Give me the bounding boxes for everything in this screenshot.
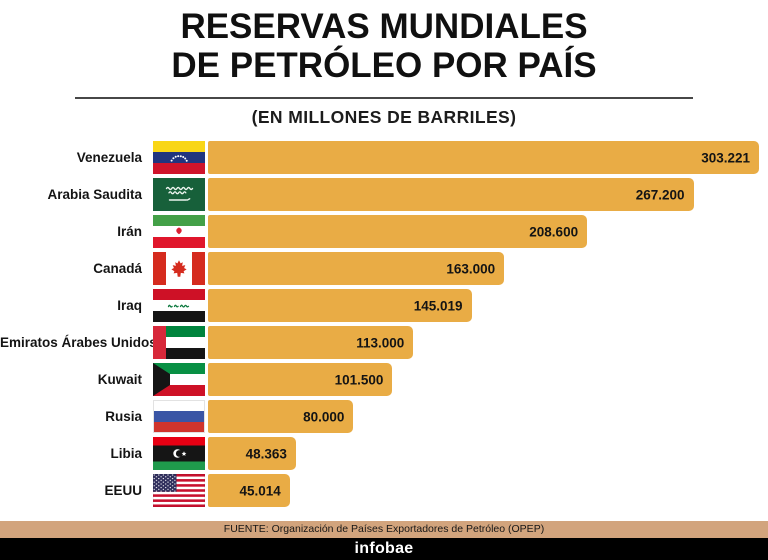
chart-row-iran: Irán 208.600 — [0, 215, 768, 248]
chart-row-canada: Canadá 163.000 — [0, 252, 768, 285]
chart-subtitle: (EN MILLONES DE BARRILES) — [251, 107, 517, 127]
reserve-bar-rusia: 80.000 — [208, 400, 354, 433]
title-divider — [75, 97, 693, 99]
value-label-venezuela: 303.221 — [701, 150, 750, 165]
country-label-eeuu: EEUU — [104, 483, 142, 498]
chart-row-arabia-saudita: Arabia Saudita 267.200 — [0, 178, 768, 211]
chart-row-iraq: Iraq 145.019 — [0, 289, 768, 322]
country-label-emiratos-arabes-unidos: Emiratos Árabes Unidos — [0, 335, 157, 350]
chart-row-eeuu: EEUU 45.014 — [0, 474, 768, 507]
chart-row-venezuela: Venezuela 303.221 — [0, 141, 768, 174]
source-text: FUENTE: Organización de Países Exportado… — [223, 523, 545, 535]
chart-row-kuwait: Kuwait 101.500 — [0, 363, 768, 396]
canada-flag-icon — [153, 252, 205, 285]
title-line-1: RESERVAS MUNDIALES — [180, 7, 588, 46]
page-title: RESERVAS MUNDIALES DE PETRÓLEO POR PAÍS — [0, 7, 768, 85]
value-label-libia: 48.363 — [245, 446, 287, 461]
value-label-canada: 163.000 — [446, 261, 496, 276]
value-label-iraq: 145.019 — [413, 298, 463, 313]
reserve-bar-iran: 208.600 — [208, 215, 588, 248]
bar-chart: Venezuela 303.221 Arabia Saudita 267.200 Irá… — [0, 141, 768, 507]
chart-row-libia: Libia 48.363 — [0, 437, 768, 470]
reserve-bar-venezuela: 303.221 — [208, 141, 759, 174]
country-label-canada: Canadá — [93, 261, 142, 276]
value-label-rusia: 80.000 — [303, 409, 345, 424]
reserve-bar-arabia-saudita: 267.200 — [208, 178, 694, 211]
reserve-bar-iraq: 145.019 — [208, 289, 472, 322]
reserve-bar-canada: 163.000 — [208, 252, 505, 285]
country-label-kuwait: Kuwait — [97, 372, 142, 387]
arabia-saudita-flag-icon — [153, 178, 205, 211]
country-label-arabia-saudita: Arabia Saudita — [47, 187, 142, 202]
rusia-flag-icon — [153, 400, 205, 433]
value-label-kuwait: 101.500 — [334, 372, 384, 387]
emiratos-arabes-unidos-flag-icon — [153, 326, 205, 359]
country-label-libia: Libia — [110, 446, 142, 461]
value-label-eeuu: 45.014 — [239, 483, 281, 498]
country-label-iran: Irán — [117, 224, 142, 239]
reserve-bar-kuwait: 101.500 — [208, 363, 393, 396]
source-band: FUENTE: Organización de Países Exportado… — [0, 521, 768, 538]
reserve-bar-libia: 48.363 — [208, 437, 296, 470]
kuwait-flag-icon — [153, 363, 205, 396]
infobae-logo: infobae — [354, 540, 414, 557]
libia-flag-icon — [153, 437, 205, 470]
reserve-bar-eeuu: 45.014 — [208, 474, 290, 507]
value-label-iran: 208.600 — [529, 224, 579, 239]
iran-flag-icon — [153, 215, 205, 248]
value-label-arabia-saudita: 267.200 — [635, 187, 685, 202]
chart-row-emiratos-arabes-unidos: Emiratos Árabes Unidos 113.000 — [0, 326, 768, 359]
iraq-flag-icon — [153, 289, 205, 322]
country-label-iraq: Iraq — [117, 298, 142, 313]
chart-row-rusia: Rusia 80.000 — [0, 400, 768, 433]
brand-band: infobae — [0, 538, 768, 560]
reserve-bar-emiratos-arabes-unidos: 113.000 — [208, 326, 414, 359]
eeuu-flag-icon — [153, 474, 205, 507]
value-label-emiratos-arabes-unidos: 113.000 — [356, 335, 405, 350]
country-label-rusia: Rusia — [105, 409, 142, 424]
title-line-2: DE PETRÓLEO POR PAÍS — [171, 46, 597, 85]
header: RESERVAS MUNDIALES DE PETRÓLEO POR PAÍS (… — [0, 0, 768, 128]
country-label-venezuela: Venezuela — [76, 150, 142, 165]
venezuela-flag-icon — [153, 141, 205, 174]
